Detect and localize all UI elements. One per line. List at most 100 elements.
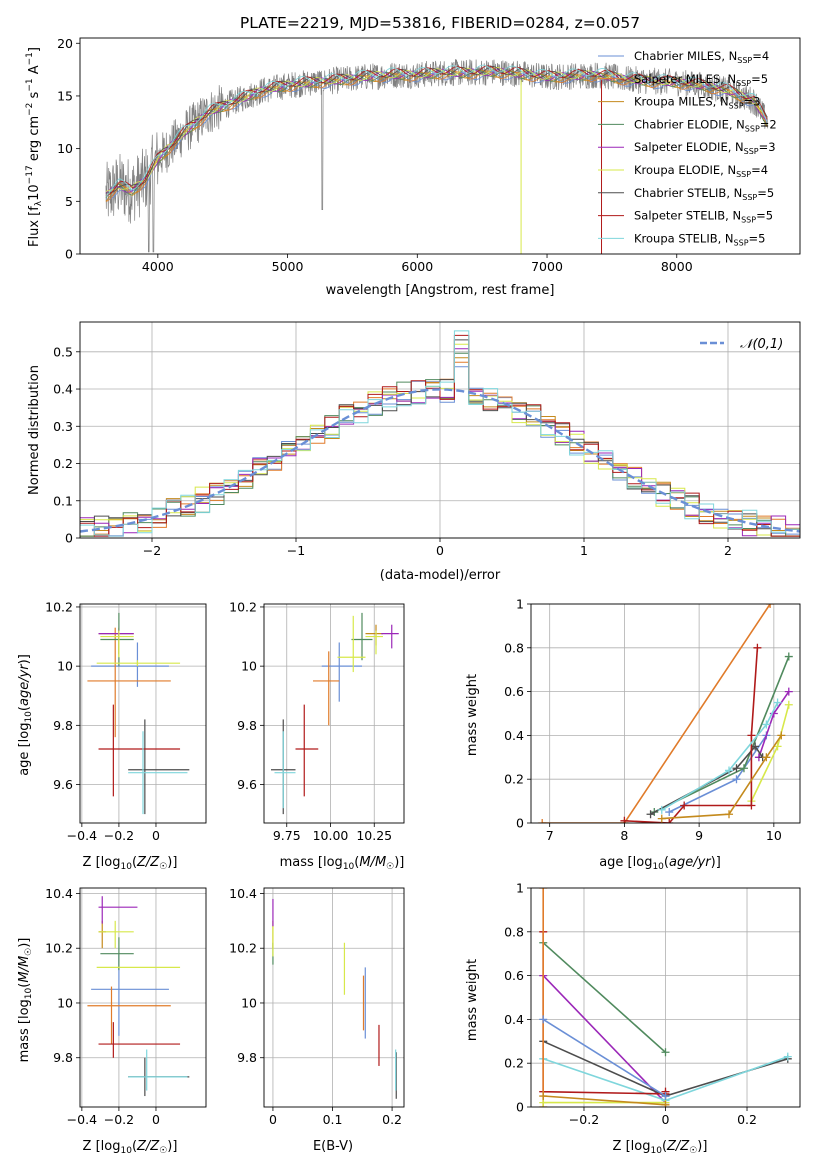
massweight-vs-age-marker-6: [665, 819, 674, 823]
massweight-vs-Z-marker-7: [539, 1015, 548, 1024]
residual-frame: [79, 321, 801, 539]
massweight-vs-age-ytick-label: 0: [516, 816, 524, 831]
age-vs-Z-xtick-label: 0: [152, 828, 160, 843]
massweight-vs-age-xtick-label: 8: [620, 828, 628, 843]
massweight-vs-age-ytick-label: 0.2: [504, 772, 524, 787]
massweight-vs-Z-xtick-label: 0: [662, 1112, 670, 1127]
massweight-vs-age-marker-6: [747, 731, 756, 740]
legend-nssp: =4: [751, 163, 768, 177]
spectrum-model-line-2: [105, 69, 768, 202]
age-vs-mass-xtick-label: 10.00: [313, 828, 349, 843]
residual-ylabel: Normed distribution: [27, 365, 42, 495]
massweight-vs-age-series-7: [661, 702, 779, 811]
spectrum-model-line-1: [105, 70, 768, 202]
spectrum-ytick-label: 15: [57, 88, 73, 103]
massweight-vs-age-marker-7: [762, 720, 771, 729]
spectrum-xtick-label: 7000: [531, 259, 563, 274]
mass-vs-Z-xtick-label: −0.4: [67, 1112, 97, 1127]
legend-subscript: SSP: [729, 102, 744, 111]
legend-nssp: =4: [752, 49, 769, 63]
massweight-vs-age-ytick-label: 0.6: [504, 684, 524, 699]
massweight-vs-age-marker-4: [784, 700, 793, 709]
age-vs-Z-ytick-label: 10: [57, 659, 73, 674]
massweight-vs-Z-marker-5: [539, 888, 548, 892]
massweight-vs-age-marker-1: [538, 819, 547, 823]
legend-label-1: Salpeter MILES, NSSP=5: [634, 72, 768, 88]
massweight-vs-Z-series-0: [542, 942, 667, 1053]
residual-ytick-label: 0.4: [53, 382, 73, 397]
massweight-vs-Z-ytick-label: 0.8: [504, 924, 524, 939]
massweight-vs-Z-ytick-label: 1: [516, 881, 524, 896]
massweight-vs-age-marker-2: [739, 764, 748, 773]
legend-subscript: SSP: [741, 216, 756, 225]
massweight-vs-age-marker-6: [753, 643, 762, 652]
residual-ytick-label: 0.2: [53, 456, 73, 471]
massweight-vs-age-marker-5: [751, 742, 760, 751]
massweight-vs-Z-ytick-label: 0: [516, 1100, 524, 1115]
massweight-vs-Z-series-7: [542, 1018, 666, 1097]
residual-xlabel: (data-model)/error: [380, 568, 501, 583]
mass-vs-Z-xlabel: Z [log10(Z/Z☉)]: [83, 1139, 178, 1156]
age-vs-Z-ytick-label: 10.2: [45, 599, 73, 614]
massweight-vs-Z-marker-8: [539, 1092, 548, 1101]
legend-subscript: SSP: [745, 124, 760, 133]
spectrum-xtick-label: 5000: [272, 259, 304, 274]
massweight-vs-Z-panel: −0.2 0 0.2 0 0.2 0.4 0.6 0.8 1: [504, 881, 801, 1127]
massweight-vs-age-marker-8: [725, 810, 734, 819]
massweight-vs-age-series-5: [650, 745, 764, 815]
residual-xtick-label: −1: [287, 543, 305, 558]
residual-xtick-label: 2: [724, 543, 732, 558]
massweight-vs-age-series-2: [653, 656, 790, 813]
massweight-vs-Z-marker-3: [783, 1052, 792, 1061]
massweight-vs-age-lines: [538, 604, 793, 823]
spectrum-legend: Chabrier MILES, NSSP=4 Salpeter MILES, NS…: [598, 49, 777, 247]
spectrum-ytick-label: 20: [57, 36, 73, 51]
spectrum-xtick-label: 8000: [661, 259, 693, 274]
age-vs-mass-frame: [263, 603, 405, 824]
mass-vs-ebv-points: [272, 898, 397, 1099]
massweight-vs-Z-ytick-label: 0.6: [504, 968, 524, 983]
legend-label-0: Chabrier MILES, NSSP=4: [634, 49, 769, 65]
mass-vs-ebv-xlabel: E(B-V): [313, 1139, 353, 1154]
mass-vs-Z-ytick-label: 10: [57, 995, 73, 1010]
massweight-vs-age-xlabel: age [log10(age/yr)]: [599, 855, 721, 872]
massweight-vs-Z-series-1: [542, 975, 667, 1104]
spectrum-model-line-8: [105, 64, 768, 197]
massweight-vs-age-xtick-label: 7: [546, 828, 554, 843]
mass-vs-ebv-ytick-label: 10.2: [229, 941, 257, 956]
massweight-vs-age-marker-0: [665, 808, 674, 817]
residual-hist-8: [80, 330, 800, 537]
age-vs-Z-frame: [79, 603, 207, 824]
massweight-vs-age-marker-1: [766, 604, 775, 608]
spectrum-xtick-label: 6000: [401, 259, 433, 274]
massweight-vs-age-ytick-label: 0.4: [504, 728, 524, 743]
age-vs-Z-xtick-label: −0.4: [67, 828, 97, 843]
mass-vs-ebv-xtick-label: 0.1: [323, 1112, 343, 1127]
age-vs-Z-ytick-label: 9.8: [53, 718, 73, 733]
massweight-vs-Z-marker-8: [661, 1100, 670, 1107]
legend-subscript: SSP: [736, 79, 751, 88]
residual-plot-area: −2 −1 0 1 2 0 0.1 0.2 0.3 0.4 0.5: [53, 321, 801, 558]
spectrum-curves: [105, 59, 768, 254]
legend-nssp: =5: [749, 231, 766, 245]
massweight-vs-Z-lines: [539, 888, 792, 1107]
age-vs-mass-xtick-label: 10.25: [356, 828, 392, 843]
massweight-vs-Z-marker-0: [661, 1048, 670, 1057]
mass-vs-Z-points: [87, 896, 190, 1097]
residual-ytick-label: 0.3: [53, 419, 73, 434]
residual-xtick-label: 0: [436, 543, 444, 558]
age-vs-mass-ytick-label: 10.2: [229, 599, 257, 614]
age-vs-Z-panel: −0.4 −0.2 0 9.6 9.8 10 10.2: [45, 599, 207, 843]
age-vs-mass-xtick-label: 9.75: [273, 828, 301, 843]
massweight-vs-Z-series-8: [543, 1095, 666, 1106]
massweight-vs-age-ytick-label: 0.8: [504, 640, 524, 655]
massweight-vs-age-ytick-label: 1: [516, 597, 524, 612]
massweight-vs-age-xtick-label: 9: [695, 828, 703, 843]
age-vs-mass-points: [271, 612, 399, 815]
legend-nssp: =5: [751, 72, 768, 86]
massweight-vs-age-ylabel: mass weight: [465, 674, 480, 756]
massweight-vs-age-series-8: [661, 734, 782, 820]
spectrum-model-line-4: [105, 68, 768, 194]
massweight-vs-age-marker-5: [732, 764, 741, 773]
mass-vs-ebv-panel: 0 0.1 0.2 9.8 10 10.2 10.4: [229, 886, 405, 1127]
